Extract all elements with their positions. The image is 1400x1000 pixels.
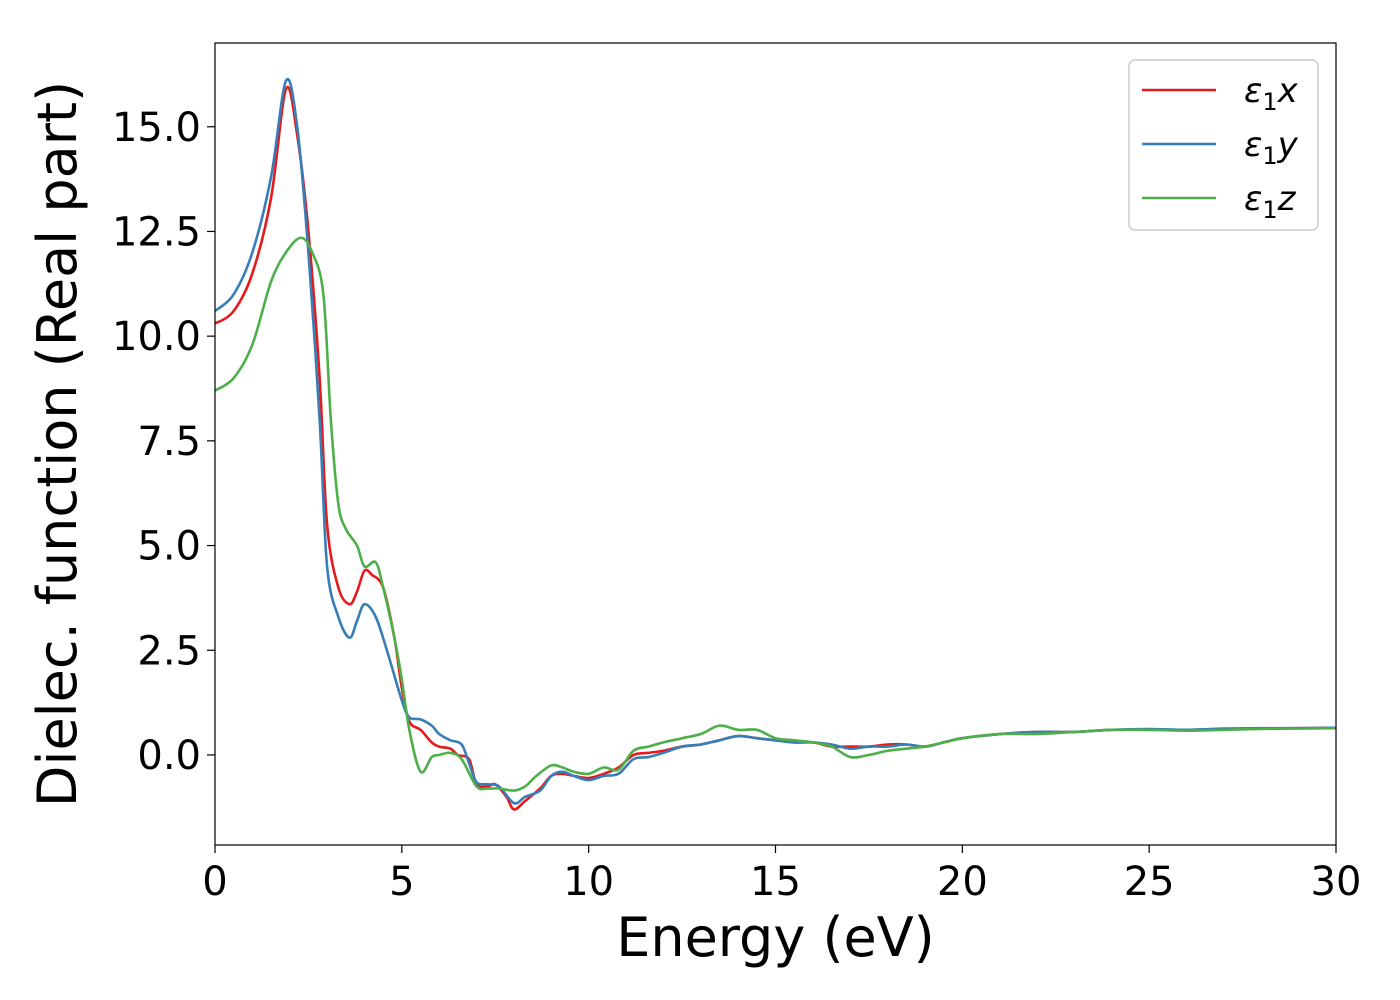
y-tick-label: 5.0	[137, 524, 201, 570]
x-tick-label: 30	[1311, 859, 1362, 905]
legend-label-variable: y	[1277, 125, 1299, 165]
legend-label-variable: x	[1277, 71, 1299, 111]
legend-label-z: ε1z	[1244, 179, 1297, 224]
y-tick-label: 12.5	[112, 209, 201, 255]
legend-label-base: ε	[1244, 125, 1262, 165]
y-tick-label: 0.0	[137, 733, 201, 779]
y-tick-label: 7.5	[137, 419, 201, 465]
legend-label-y: ε1y	[1244, 125, 1299, 170]
x-tick-label: 5	[389, 859, 414, 905]
x-tick-label: 20	[937, 859, 988, 905]
series-layer	[215, 77, 1336, 811]
x-axis-title: Energy (eV)	[616, 906, 935, 969]
x-tick-label: 0	[202, 859, 227, 905]
legend-label-subscript: 1	[1262, 142, 1277, 170]
legend-label-subscript: 1	[1262, 88, 1277, 116]
y-tick-label: 2.5	[137, 628, 201, 674]
legend-label-x: ε1x	[1244, 71, 1299, 116]
x-tick-label: 25	[1124, 859, 1175, 905]
y-axis: 0.0 2.5 5.0 7.5 10.0 12.5 15.0	[112, 105, 215, 779]
series-line-z	[215, 236, 1336, 792]
legend-label-variable: z	[1277, 179, 1297, 219]
x-tick-label: 10	[563, 859, 614, 905]
x-tick-label: 15	[750, 859, 801, 905]
legend-box	[1128, 59, 1319, 231]
y-tick-label: 10.0	[112, 314, 201, 360]
x-axis: 0 5 10 15 20 25 30	[202, 845, 1361, 905]
y-tick-label: 15.0	[112, 105, 201, 151]
legend-label-base: ε	[1244, 71, 1262, 111]
legend-label-subscript: 1	[1262, 196, 1277, 224]
legend-label-base: ε	[1244, 179, 1262, 219]
y-axis-title: Dielec. function (Real part)	[26, 81, 89, 807]
